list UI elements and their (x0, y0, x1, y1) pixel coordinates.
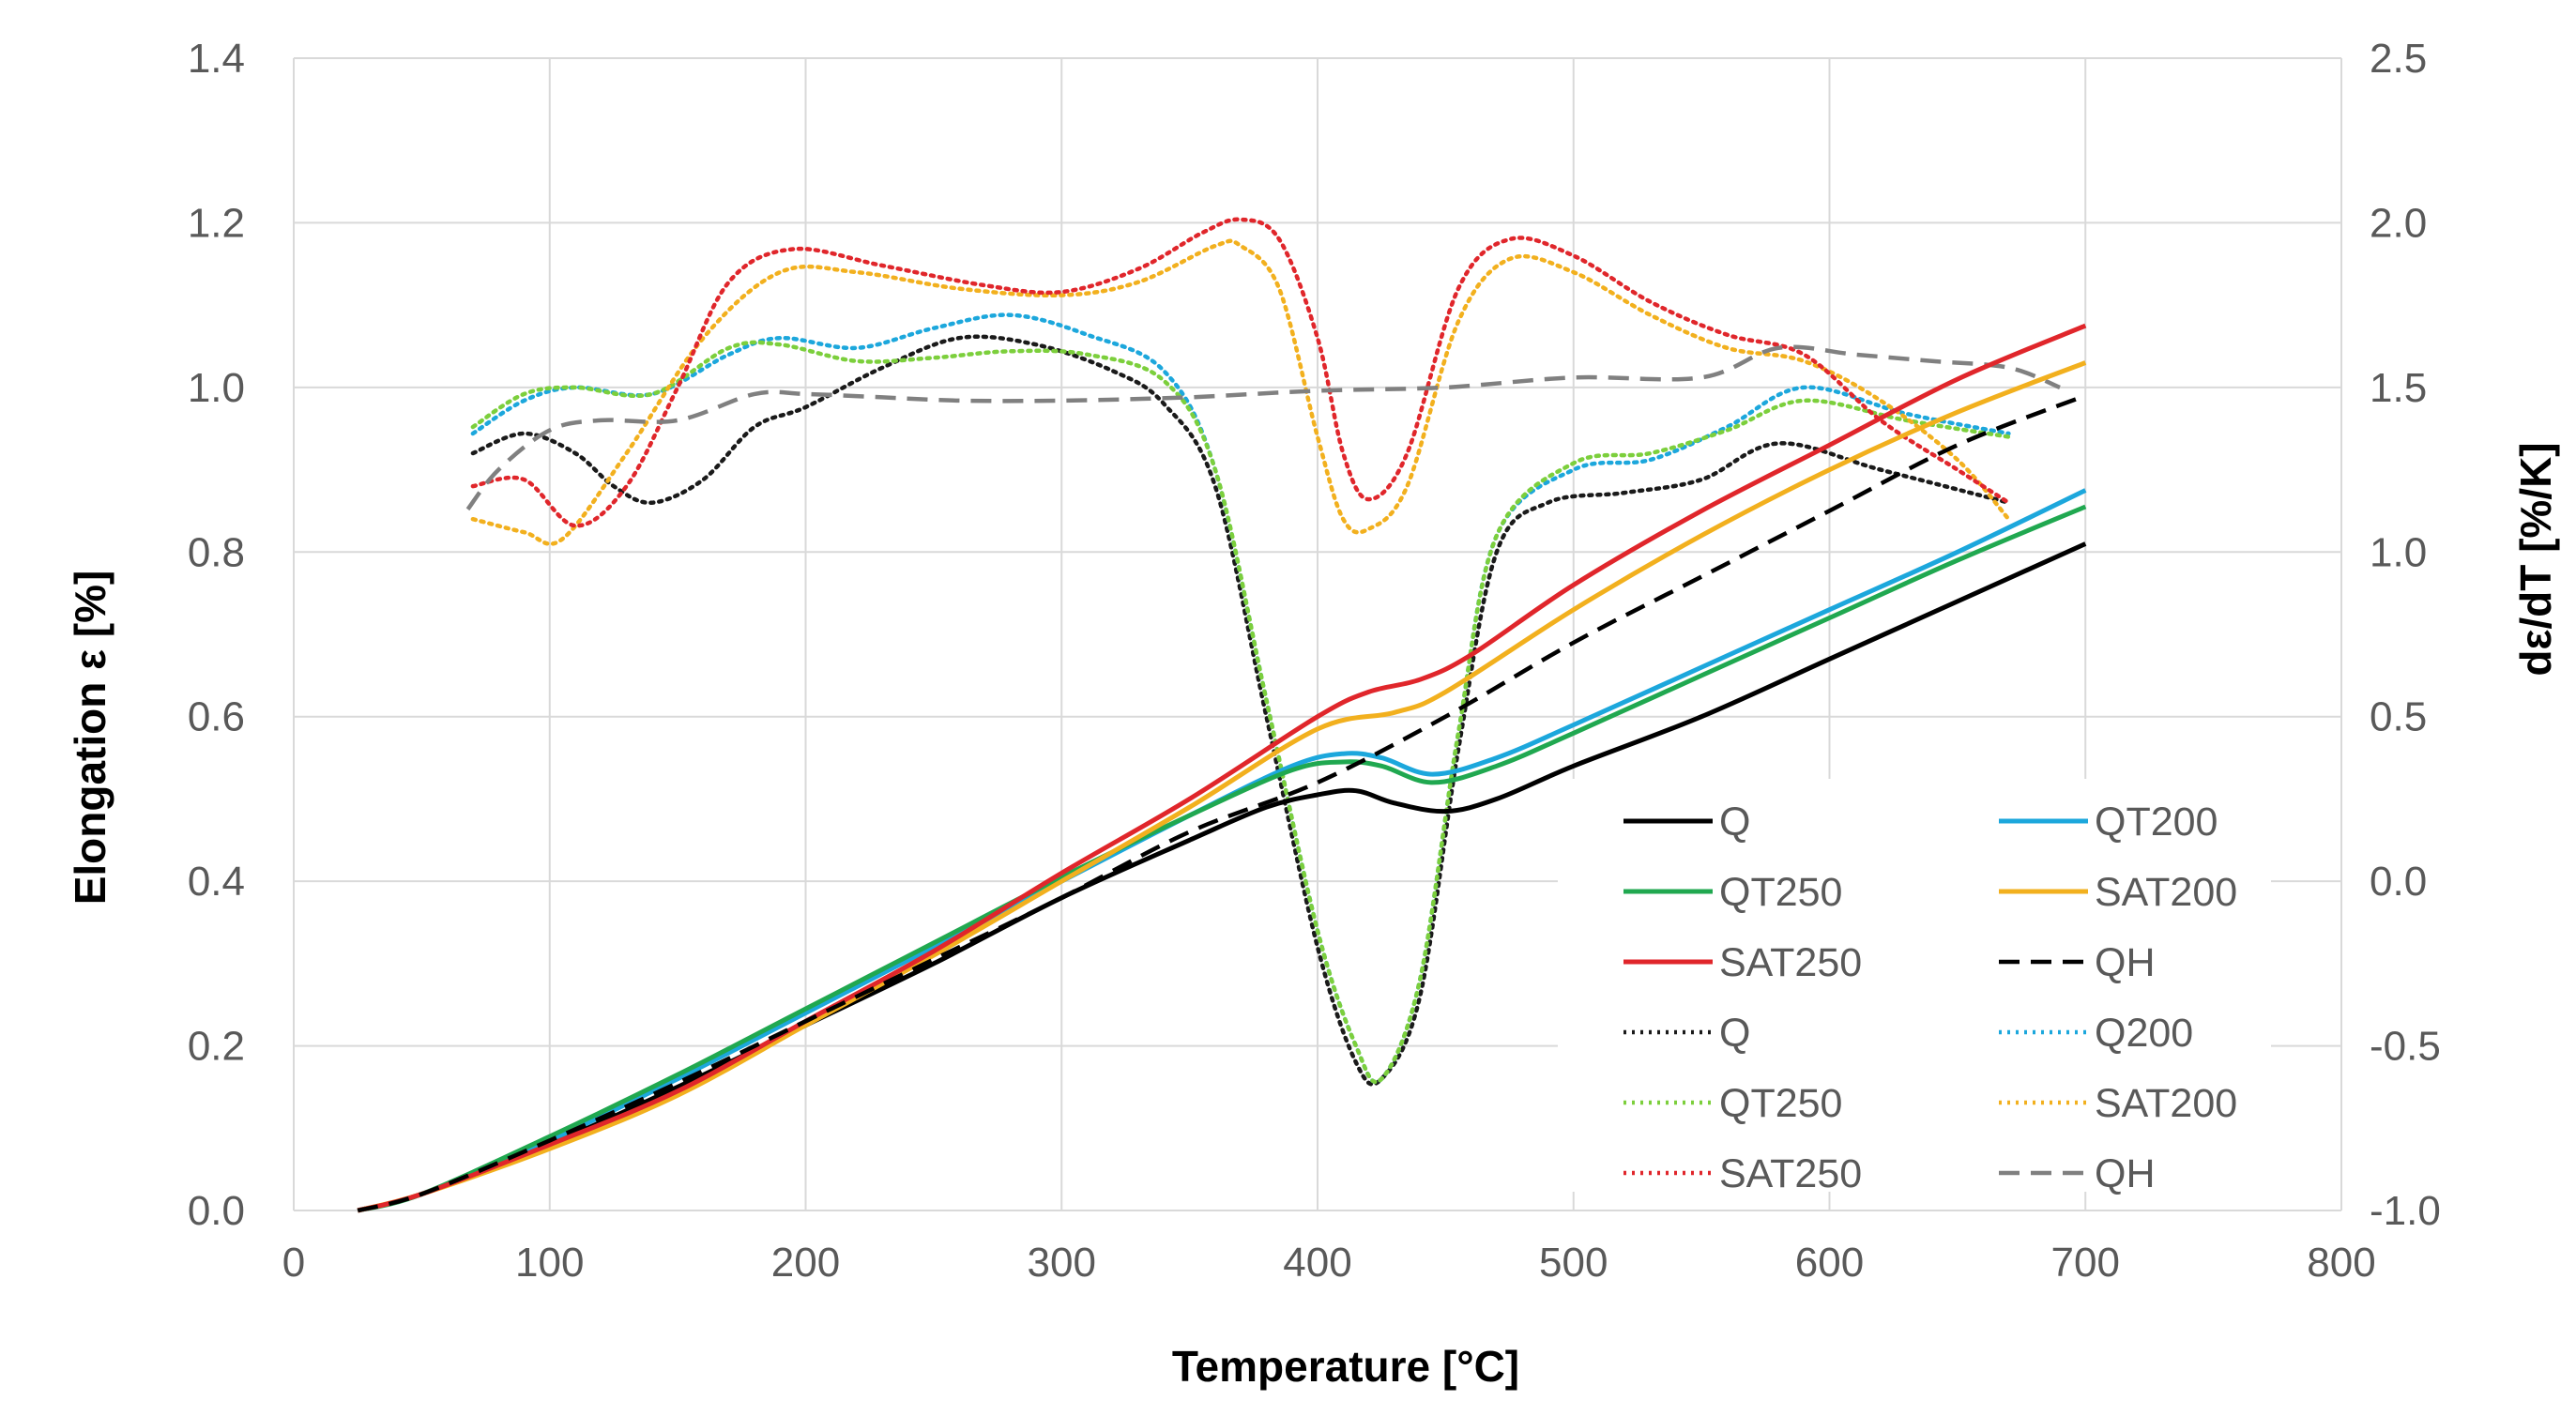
series-line-qh-dashed (465, 344, 2061, 511)
legend-label: Q (1719, 799, 1750, 845)
y-tick-label: 0.2 (188, 1024, 245, 1070)
legend-label: QH (2095, 940, 2156, 985)
x-tick-label: 700 (2051, 1240, 2120, 1286)
series-line-q200-dotted (470, 312, 2011, 1085)
y2-axis-title: dε/dT [%/K] (2511, 442, 2560, 676)
series-line-q-dotted (470, 334, 2011, 1087)
y-tick-label: 1.2 (188, 200, 245, 246)
legend-label: Q200 (2095, 1011, 2193, 1056)
legend-label: QT200 (2095, 799, 2218, 845)
legend-label: SAT250 (1719, 940, 1862, 985)
legend-label: Q (1719, 1011, 1750, 1056)
y2-tick-label: 1.0 (2370, 529, 2427, 575)
x-tick-label: 500 (1539, 1240, 1608, 1286)
x-tick-label: 0 (282, 1240, 305, 1286)
y-tick-label: 0.0 (188, 1188, 245, 1234)
series-line-qt250-solid (357, 504, 2087, 1213)
x-tick-label: 400 (1283, 1240, 1351, 1286)
x-axis-title: Temperature [°C] (1172, 1342, 1519, 1391)
y-axis-title: Elongation ε [%] (66, 571, 114, 906)
legend-background (1558, 779, 2271, 1192)
y-tick-label: 0.4 (188, 859, 245, 905)
x-tick-label: 100 (515, 1240, 584, 1286)
y-tick-label: 0.6 (188, 694, 245, 740)
series-line-q-solid (357, 541, 2087, 1213)
y2-tick-label: -0.5 (2370, 1024, 2441, 1070)
series-line-sat200-solid (357, 360, 2087, 1213)
x-tick-label: 600 (1795, 1240, 1864, 1286)
axes: 0.0 0.2 0.4 0.6 0.8 1.0 1.2 1.4 -1.0 -0.5 0.0 0.5 1.… (188, 36, 2441, 1286)
series-line-qt250-dotted (470, 340, 2011, 1085)
series-line-sat250-solid (357, 323, 2087, 1213)
plot-series (357, 217, 2087, 1213)
y-tick-label: 1.4 (188, 36, 245, 82)
y2-tick-label: 0.0 (2370, 859, 2427, 905)
x-tick-label: 200 (771, 1240, 840, 1286)
series-line-sat250-dotted (470, 217, 2011, 528)
y2-tick-label: 2.5 (2370, 36, 2427, 82)
x-tick-label: 800 (2307, 1240, 2375, 1286)
legend: Q QT200 QT250 SAT200 SAT250 QH Q Q200 QT250 SAT20… (1558, 779, 2271, 1196)
legend-label: SAT200 (2095, 1081, 2237, 1126)
legend-label: QT250 (1719, 1081, 1842, 1126)
legend-label: SAT200 (2095, 870, 2237, 915)
y2-tick-label: 1.5 (2370, 365, 2427, 411)
series-line-qt200-solid (357, 488, 2087, 1213)
y2-tick-label: -1.0 (2370, 1188, 2441, 1234)
x-tick-label: 300 (1028, 1240, 1096, 1286)
y-tick-label: 1.0 (188, 365, 245, 411)
y-tick-label: 0.8 (188, 529, 245, 575)
legend-label: QT250 (1719, 870, 1842, 915)
legend-label: QH (2095, 1151, 2156, 1196)
y2-tick-label: 0.5 (2370, 694, 2427, 740)
series-line-qh-dashed (357, 393, 2087, 1213)
series-line-sat200-dotted (470, 238, 2011, 546)
legend-label: SAT250 (1719, 1151, 1862, 1196)
y2-tick-label: 2.0 (2370, 200, 2427, 246)
